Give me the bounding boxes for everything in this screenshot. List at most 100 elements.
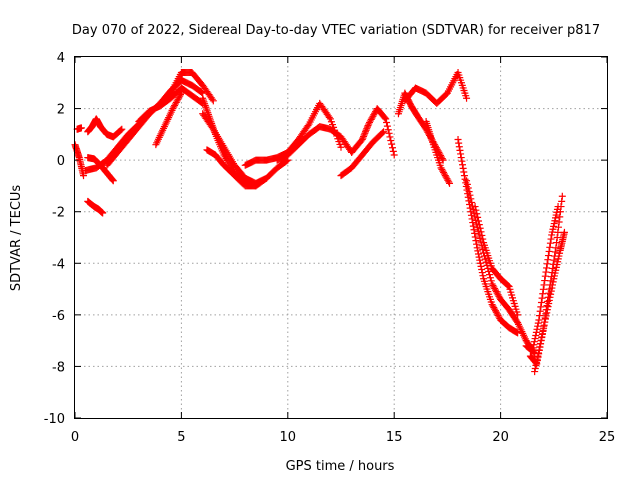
data-point bbox=[542, 315, 550, 323]
data-point bbox=[383, 118, 391, 126]
data-point bbox=[170, 103, 178, 111]
series-arc-6 bbox=[82, 68, 217, 174]
series-arc-13 bbox=[241, 99, 345, 169]
series-arc-19 bbox=[422, 117, 454, 187]
data-point bbox=[540, 281, 548, 289]
data-point bbox=[173, 97, 181, 105]
data-point bbox=[545, 296, 553, 304]
data-point bbox=[482, 258, 490, 266]
data-point bbox=[536, 340, 544, 348]
data-point bbox=[513, 317, 521, 325]
data-point bbox=[471, 229, 479, 237]
data-point bbox=[366, 117, 374, 125]
series-arc-9 bbox=[152, 89, 185, 149]
series-arc-18 bbox=[401, 68, 471, 107]
data-point bbox=[479, 235, 487, 243]
data-point bbox=[493, 289, 501, 297]
data-point bbox=[476, 259, 484, 267]
data-point bbox=[473, 240, 481, 248]
data-point bbox=[545, 247, 553, 255]
data-point bbox=[550, 256, 558, 264]
data-point bbox=[362, 126, 370, 134]
data-point bbox=[209, 97, 217, 105]
data-point bbox=[371, 109, 379, 117]
x-tick-label: 5 bbox=[177, 430, 185, 445]
data-point bbox=[389, 147, 397, 155]
y-tick-label: -6 bbox=[52, 309, 65, 324]
data-point bbox=[552, 244, 560, 252]
data-point bbox=[555, 218, 563, 226]
data-point bbox=[514, 311, 522, 319]
data-point bbox=[459, 164, 467, 172]
data-point bbox=[543, 260, 551, 268]
data-point bbox=[532, 361, 540, 369]
data-point bbox=[537, 337, 545, 345]
data-point bbox=[542, 268, 550, 276]
data-point bbox=[536, 307, 544, 315]
data-point bbox=[460, 172, 468, 180]
data-point bbox=[436, 150, 444, 158]
data-point bbox=[533, 355, 541, 363]
data-point bbox=[388, 140, 396, 148]
data-point bbox=[494, 311, 502, 319]
series-arc-14 bbox=[273, 123, 356, 164]
data-point bbox=[468, 198, 476, 206]
data-point bbox=[488, 280, 496, 288]
data-point bbox=[466, 191, 474, 199]
data-point bbox=[529, 347, 537, 355]
data-point bbox=[455, 143, 463, 151]
data-point bbox=[337, 143, 345, 151]
data-point bbox=[536, 343, 544, 351]
y-tick-label: -2 bbox=[52, 206, 65, 221]
data-point bbox=[533, 325, 541, 333]
y-tick-label: -4 bbox=[52, 257, 65, 272]
data-point bbox=[478, 231, 486, 239]
data-point bbox=[442, 173, 450, 181]
data-point bbox=[172, 98, 180, 106]
y-tick-labels: -10 -8 -6 -4 -2 0 2 4 bbox=[44, 51, 65, 427]
data-point bbox=[381, 114, 389, 122]
data-point bbox=[177, 91, 185, 99]
series-arc-24 bbox=[531, 228, 568, 376]
data-point bbox=[530, 338, 538, 346]
data-point bbox=[171, 101, 179, 109]
data-point bbox=[472, 237, 480, 245]
data-point bbox=[359, 134, 367, 142]
data-point bbox=[533, 358, 541, 366]
data-point bbox=[198, 88, 206, 96]
data-point bbox=[369, 112, 377, 120]
data-point bbox=[457, 150, 465, 158]
x-tick-label: 25 bbox=[599, 430, 616, 445]
data-point bbox=[538, 294, 546, 302]
data-point bbox=[473, 210, 481, 218]
data-point bbox=[474, 217, 482, 225]
data-point bbox=[80, 172, 88, 180]
data-point bbox=[543, 306, 551, 314]
data-point bbox=[537, 303, 545, 311]
data-point bbox=[438, 165, 446, 173]
series-arc-15 bbox=[337, 128, 388, 180]
data-point bbox=[549, 281, 557, 289]
data-point bbox=[261, 175, 269, 183]
data-point bbox=[378, 129, 386, 137]
data-point bbox=[361, 129, 369, 137]
data-point bbox=[446, 179, 454, 187]
data-point bbox=[539, 285, 547, 293]
data-point bbox=[546, 243, 554, 251]
data-point bbox=[485, 268, 493, 276]
data-point bbox=[461, 175, 469, 183]
data-point bbox=[539, 327, 547, 335]
data-point bbox=[473, 244, 481, 252]
data-point bbox=[545, 300, 553, 308]
data-point bbox=[458, 157, 466, 165]
data-point bbox=[504, 282, 512, 290]
data-point bbox=[463, 94, 471, 102]
series-arc-2 bbox=[73, 124, 85, 133]
data-point bbox=[474, 250, 482, 258]
data-point bbox=[549, 278, 557, 286]
data-point bbox=[529, 344, 537, 352]
data-point bbox=[457, 154, 465, 162]
data-point bbox=[109, 176, 117, 184]
data-point bbox=[465, 188, 473, 196]
